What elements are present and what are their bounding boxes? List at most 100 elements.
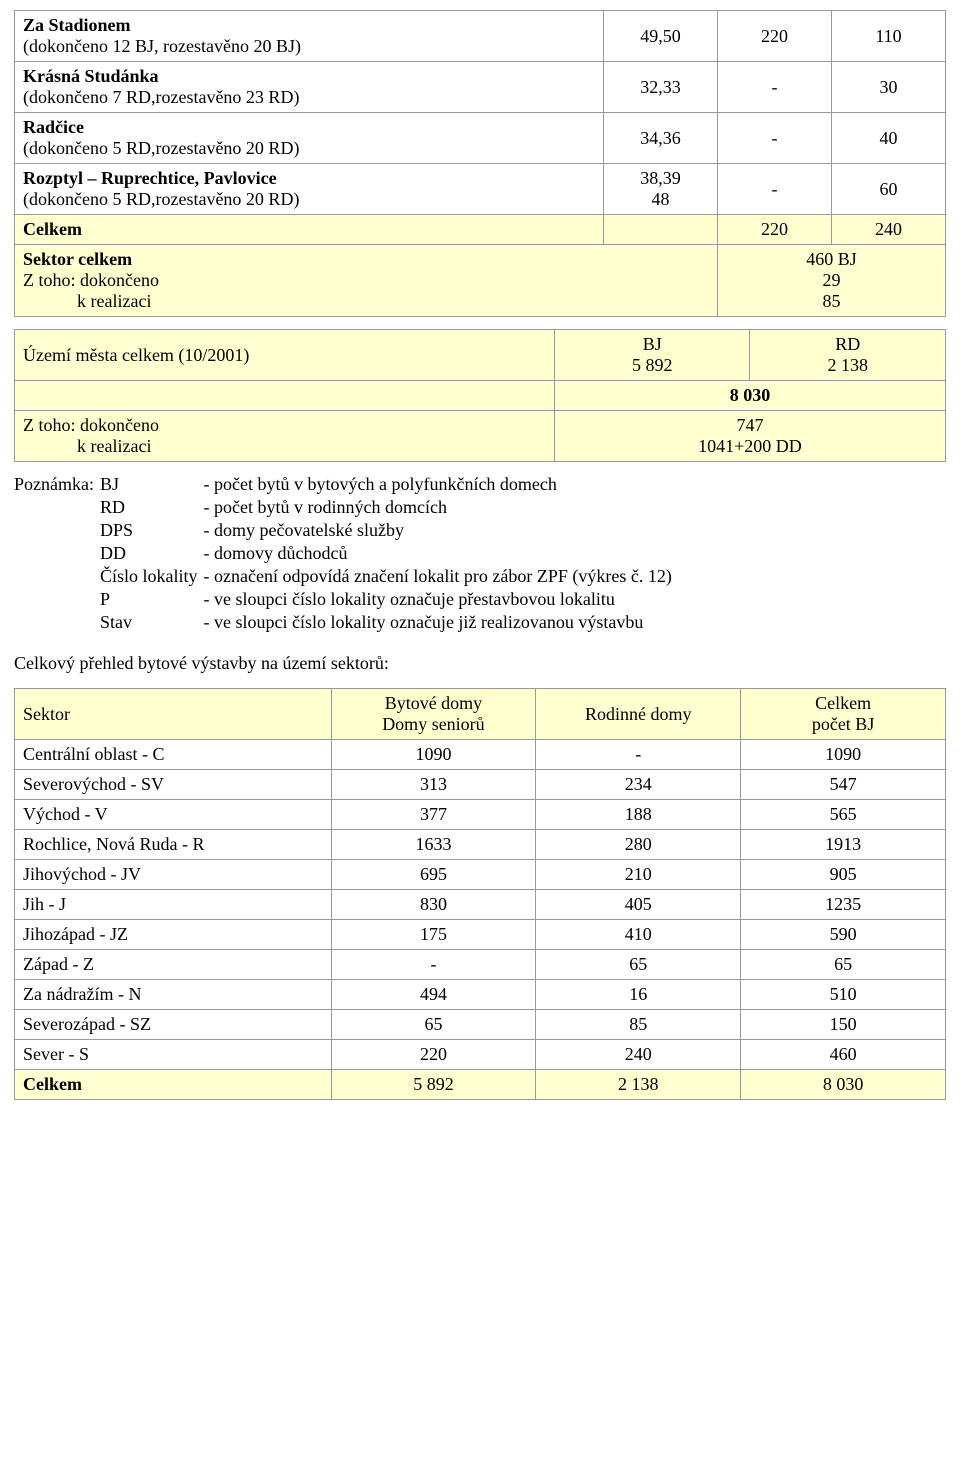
- grand-total: 8 030: [554, 381, 945, 411]
- sector-celkem: 905: [741, 860, 946, 890]
- realize-label: k realizaci: [23, 436, 151, 456]
- done-value: 747: [736, 415, 763, 435]
- sector-bytove: 1633: [331, 830, 536, 860]
- table-city-total: Území města celkem (10/2001) BJ 5 892 RD…: [14, 329, 946, 462]
- sector-bytove: 220: [331, 1040, 536, 1070]
- note-def: - počet bytů v rodinných domcích: [204, 497, 678, 520]
- note-def: - domy pečovatelské služby: [204, 520, 678, 543]
- sector-celkem: 460: [741, 1040, 946, 1070]
- col-celkem: Celkem počet BJ: [741, 689, 946, 740]
- note-lead: [14, 589, 100, 612]
- sector-celkem: 65: [741, 950, 946, 980]
- overview-paragraph: Celkový přehled bytové výstavby na území…: [14, 653, 946, 674]
- sector-bytove: 65: [331, 1010, 536, 1040]
- note-term: BJ: [100, 474, 204, 497]
- note-term: Číslo lokality: [100, 566, 204, 589]
- sektor-celkem-values: 460 BJ2985: [717, 245, 945, 317]
- col-value-3: 60: [831, 164, 945, 215]
- col-value-2: 220: [717, 11, 831, 62]
- col-value-1: 32,33: [604, 62, 718, 113]
- note-term: P: [100, 589, 204, 612]
- empty-cell: [15, 381, 555, 411]
- rd-value: 2 138: [827, 355, 868, 375]
- sector-bytove: 175: [331, 920, 536, 950]
- sector-rodinne: 234: [536, 770, 741, 800]
- sector-rodinne: -: [536, 740, 741, 770]
- sector-name: Severozápad - SZ: [15, 1010, 332, 1040]
- sector-rodinne: 85: [536, 1010, 741, 1040]
- locality-name: Radčice(dokončeno 5 RD,rozestavěno 20 RD…: [15, 113, 604, 164]
- rd-label: RD: [835, 334, 860, 354]
- col-sector: Sektor: [15, 689, 332, 740]
- celkem-val-1: 220: [717, 215, 831, 245]
- sector-bytove: 494: [331, 980, 536, 1010]
- sector-rodinne: 210: [536, 860, 741, 890]
- sektor-celkem-label: Sektor celkem Z toho: dokončeno k realiz…: [15, 245, 718, 317]
- sector-name: Centrální oblast - C: [15, 740, 332, 770]
- sector-celkem: 1090: [741, 740, 946, 770]
- note-def: - domovy důchodců: [204, 543, 678, 566]
- note-def: - ve sloupci číslo lokality označuje pře…: [204, 589, 678, 612]
- done-label: Z toho: dokončeno: [23, 415, 159, 435]
- celkem-val-2: 240: [831, 215, 945, 245]
- realize-value: 1041+200 DD: [698, 436, 802, 456]
- sector-bytove: 377: [331, 800, 536, 830]
- notes-table: Poznámka:BJ- počet bytů v bytových a pol…: [14, 474, 678, 635]
- note-term: Stav: [100, 612, 204, 635]
- sector-celkem: 1235: [741, 890, 946, 920]
- note-lead: [14, 612, 100, 635]
- note-def: - ve sloupci číslo lokality označuje již…: [204, 612, 678, 635]
- sector-name: Východ - V: [15, 800, 332, 830]
- sector-rodinne: 16: [536, 980, 741, 1010]
- sector-celkem: 510: [741, 980, 946, 1010]
- col-rodinne: Rodinné domy: [536, 689, 741, 740]
- sector-name: Severovýchod - SV: [15, 770, 332, 800]
- breakdown-values: 747 1041+200 DD: [554, 411, 945, 462]
- sector-name: Jihovýchod - JV: [15, 860, 332, 890]
- col-celkem-line1: Celkem: [815, 693, 871, 713]
- locality-name: Krásná Studánka(dokončeno 7 RD,rozestavě…: [15, 62, 604, 113]
- sector-rodinne: 65: [536, 950, 741, 980]
- sector-bytove: -: [331, 950, 536, 980]
- bj-label: BJ: [643, 334, 662, 354]
- sector-bytove: 830: [331, 890, 536, 920]
- sector-celkem: 1913: [741, 830, 946, 860]
- bj-value: 5 892: [632, 355, 673, 375]
- breakdown-label: Z toho: dokončeno k realizaci: [15, 411, 555, 462]
- locality-name: Za Stadionem(dokončeno 12 BJ, rozestavěn…: [15, 11, 604, 62]
- note-term: DPS: [100, 520, 204, 543]
- table-localities: Za Stadionem(dokončeno 12 BJ, rozestavěn…: [14, 10, 946, 317]
- note-term: RD: [100, 497, 204, 520]
- sector-name: Za nádražím - N: [15, 980, 332, 1010]
- col-value-2: -: [717, 62, 831, 113]
- sector-rodinne: 280: [536, 830, 741, 860]
- note-lead: [14, 497, 100, 520]
- table-sectors: Sektor Bytové domy Domy seniorů Rodinné …: [14, 688, 946, 1100]
- sector-rodinne: 188: [536, 800, 741, 830]
- note-lead: Poznámka:: [14, 474, 100, 497]
- col-value-2: -: [717, 164, 831, 215]
- col-value-3: 30: [831, 62, 945, 113]
- sector-bytove: 695: [331, 860, 536, 890]
- note-term: DD: [100, 543, 204, 566]
- rd-header: RD 2 138: [750, 330, 946, 381]
- note-def: - počet bytů v bytových a polyfunkčních …: [204, 474, 678, 497]
- sector-bytove: 313: [331, 770, 536, 800]
- notes-block: Poznámka:BJ- počet bytů v bytových a pol…: [14, 474, 946, 635]
- sector-total-label: Celkem: [15, 1070, 332, 1100]
- sector-name: Jih - J: [15, 890, 332, 920]
- sector-bytove: 1090: [331, 740, 536, 770]
- sector-celkem: 590: [741, 920, 946, 950]
- sector-total-a: 5 892: [331, 1070, 536, 1100]
- note-lead: [14, 543, 100, 566]
- sector-rodinne: 240: [536, 1040, 741, 1070]
- col-bytove-line1: Bytové domy: [385, 693, 483, 713]
- col-value-3: 110: [831, 11, 945, 62]
- col-bytove: Bytové domy Domy seniorů: [331, 689, 536, 740]
- col-value-2: -: [717, 113, 831, 164]
- note-lead: [14, 520, 100, 543]
- note-lead: [14, 566, 100, 589]
- celkem-empty: [604, 215, 718, 245]
- col-value-1: 38,3948: [604, 164, 718, 215]
- sector-rodinne: 410: [536, 920, 741, 950]
